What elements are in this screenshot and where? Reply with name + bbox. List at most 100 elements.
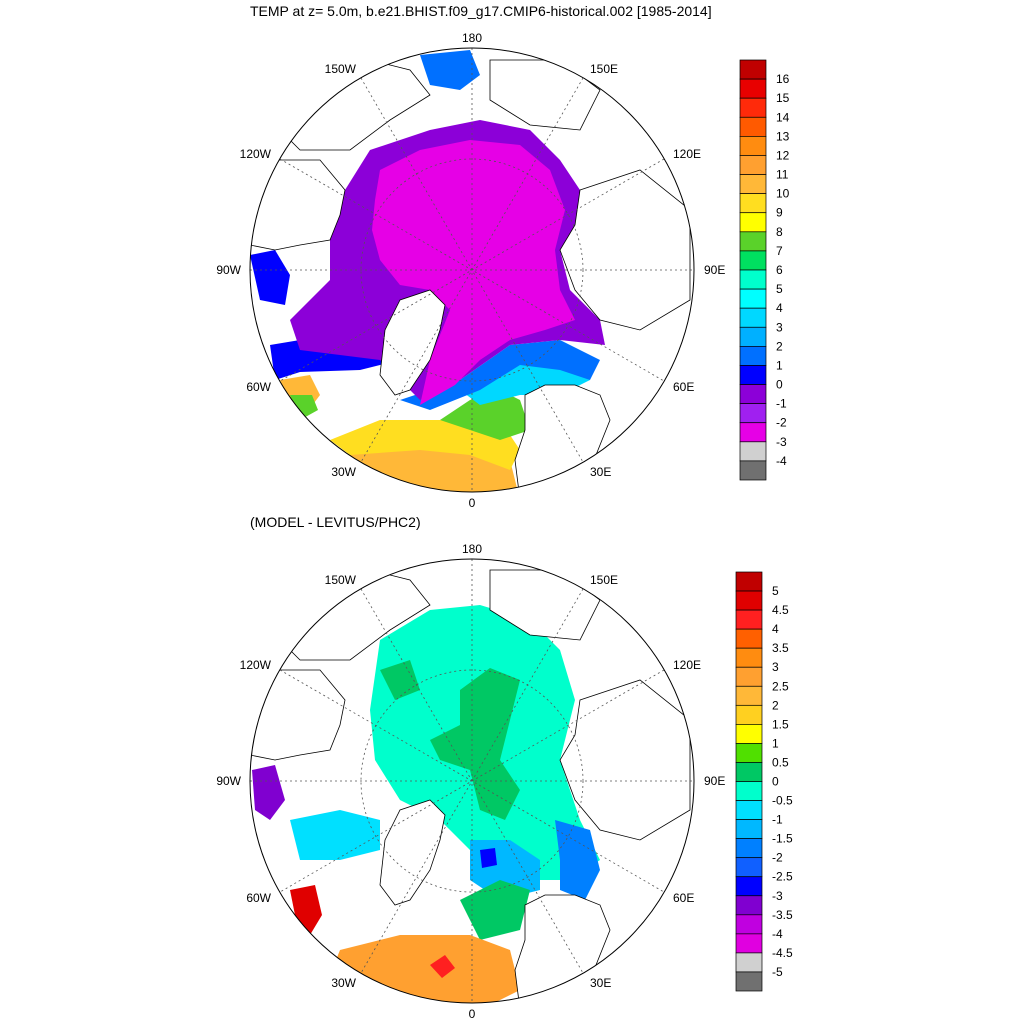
colorbar-tick-label: -1.5	[772, 832, 793, 846]
colorbar-tick-label: 10	[776, 187, 790, 201]
region-kara-blue	[555, 820, 600, 900]
colorbar-tick-label: -4	[776, 454, 787, 468]
map-bottom-field	[250, 559, 694, 1003]
colorbar-tick-label: 16	[776, 72, 790, 86]
graticule-top	[250, 48, 694, 492]
colorbar-swatch	[735, 857, 763, 878]
region-labrador-hot	[290, 885, 322, 935]
colorbar-swatch	[739, 116, 767, 137]
colorbar-tick-label: 6	[776, 263, 783, 277]
region-barents-blue	[400, 340, 600, 410]
colorbar-tick-label: 3	[772, 660, 779, 674]
land-siberia-b	[559, 679, 691, 841]
lon-label-30e: 30E	[590, 465, 611, 479]
land-scandinavia-b	[514, 894, 611, 1003]
region-norwegian-green	[460, 880, 530, 940]
lon-label-150e: 150E	[590, 573, 618, 587]
lon-label-180: 180	[462, 542, 482, 556]
colorbar-tick-label: 11	[776, 168, 789, 182]
colorbar-tick-label: -2	[776, 416, 787, 430]
region-svalbard-low	[480, 848, 497, 868]
lon-label-90w: 90W	[216, 263, 241, 277]
colorbar-tick-label: 2	[776, 339, 783, 353]
colorbar-tick-label: 8	[776, 225, 783, 239]
lon-labels-top: 180 150E 120E 90E 60E 30E 0 30W 60W 90W …	[216, 31, 725, 510]
colorbar-swatch	[735, 933, 763, 954]
colorbar-tick-label: 15	[776, 91, 790, 105]
colorbar-tick-label: 0	[772, 775, 779, 789]
colorbar-swatch	[735, 628, 763, 649]
region-central-arctic	[372, 140, 575, 405]
colorbar-tick-label: 5	[776, 282, 783, 296]
colorbar-swatch	[739, 441, 767, 462]
map-top-field	[250, 48, 694, 492]
colorbar-swatch	[739, 174, 767, 194]
colorbar-tick-label: 0.5	[772, 755, 789, 769]
map-top-border	[249, 47, 695, 493]
colorbar-tick-label: 1.5	[772, 717, 789, 731]
colorbar-swatch	[735, 895, 763, 916]
colorbar-tick-label: 4	[772, 622, 779, 636]
colorbar-tick-label: 4	[776, 301, 783, 315]
colorbar-tick-label: 2	[772, 698, 779, 712]
colorbar-tick-label: 1	[776, 358, 783, 372]
region-labrador-green	[290, 395, 318, 420]
colorbar-tick-label: 4.5	[772, 603, 789, 617]
colorbar-tick-label: 13	[776, 129, 790, 143]
lon-label-120e: 120E	[673, 147, 701, 161]
colorbar-swatch	[735, 876, 763, 897]
colorbar-tick-label: 3	[776, 320, 783, 334]
region-beaufort-positive	[380, 660, 420, 700]
lon-label-120e: 120E	[673, 658, 701, 672]
plot-title-bottom: (MODEL - LEVITUS/PHC2)	[250, 514, 421, 530]
colorbar-swatch	[739, 59, 767, 80]
colorbar-swatch	[739, 384, 767, 404]
colorbar-swatch	[739, 422, 767, 443]
lon-label-0: 0	[469, 496, 476, 510]
colorbar-swatch	[735, 704, 763, 725]
colorbar-swatch	[735, 914, 763, 935]
region-hudson-negative	[252, 765, 285, 820]
colorbar-tick-label: -1	[776, 397, 787, 411]
land-scandinavia	[514, 384, 611, 492]
lon-label-60e: 60E	[673, 380, 694, 394]
colorbar-tick-label: -4	[772, 927, 783, 941]
lon-label-150w: 150W	[325, 62, 357, 76]
land-greenland	[379, 289, 446, 396]
colorbar-tick-label: 9	[776, 206, 783, 220]
lon-label-150e: 150E	[590, 62, 618, 76]
colorbar-swatch	[735, 819, 763, 839]
colorbar-swatch	[739, 288, 767, 309]
colorbar-tick-label: -3.5	[772, 908, 793, 922]
colorbar-tick-label: 2.5	[772, 679, 789, 693]
colorbar-swatch	[739, 269, 767, 290]
lon-label-60e: 60E	[673, 891, 694, 905]
colorbar-tick-label: -5	[772, 965, 783, 979]
colorbar-swatch	[735, 571, 763, 592]
lon-label-90e: 90E	[704, 263, 725, 277]
region-baffin-negative	[290, 810, 380, 860]
region-iceland-hot	[430, 955, 455, 978]
colorbar-tick-label: -0.5	[772, 794, 793, 808]
colorbar-tick-label: -3	[776, 435, 787, 449]
colorbar-swatch	[739, 231, 767, 252]
lon-label-150w: 150W	[325, 573, 357, 587]
colorbar-swatch	[739, 193, 767, 214]
region-canada-basin-positive	[430, 668, 520, 820]
colorbar-swatch	[735, 971, 763, 992]
colorbar-tick-label: 0	[776, 378, 783, 392]
colorbar-swatch	[739, 460, 767, 481]
lon-label-30e: 30E	[590, 976, 611, 990]
colorbar-swatch	[735, 952, 763, 973]
colorbar-swatch	[739, 326, 767, 347]
graticule-bottom	[250, 559, 694, 1003]
colorbar-swatch	[735, 647, 763, 668]
colorbar-swatch	[739, 346, 767, 366]
colorbar-swatch	[735, 666, 763, 687]
colorbar-swatch	[739, 403, 767, 424]
colorbar-tick-label: -2.5	[772, 870, 793, 884]
map-bottom: 180 150E 120E 90E 60E 30E 0 30W 60W 90W …	[216, 542, 793, 1021]
colorbar-tick-label: 12	[776, 148, 790, 162]
